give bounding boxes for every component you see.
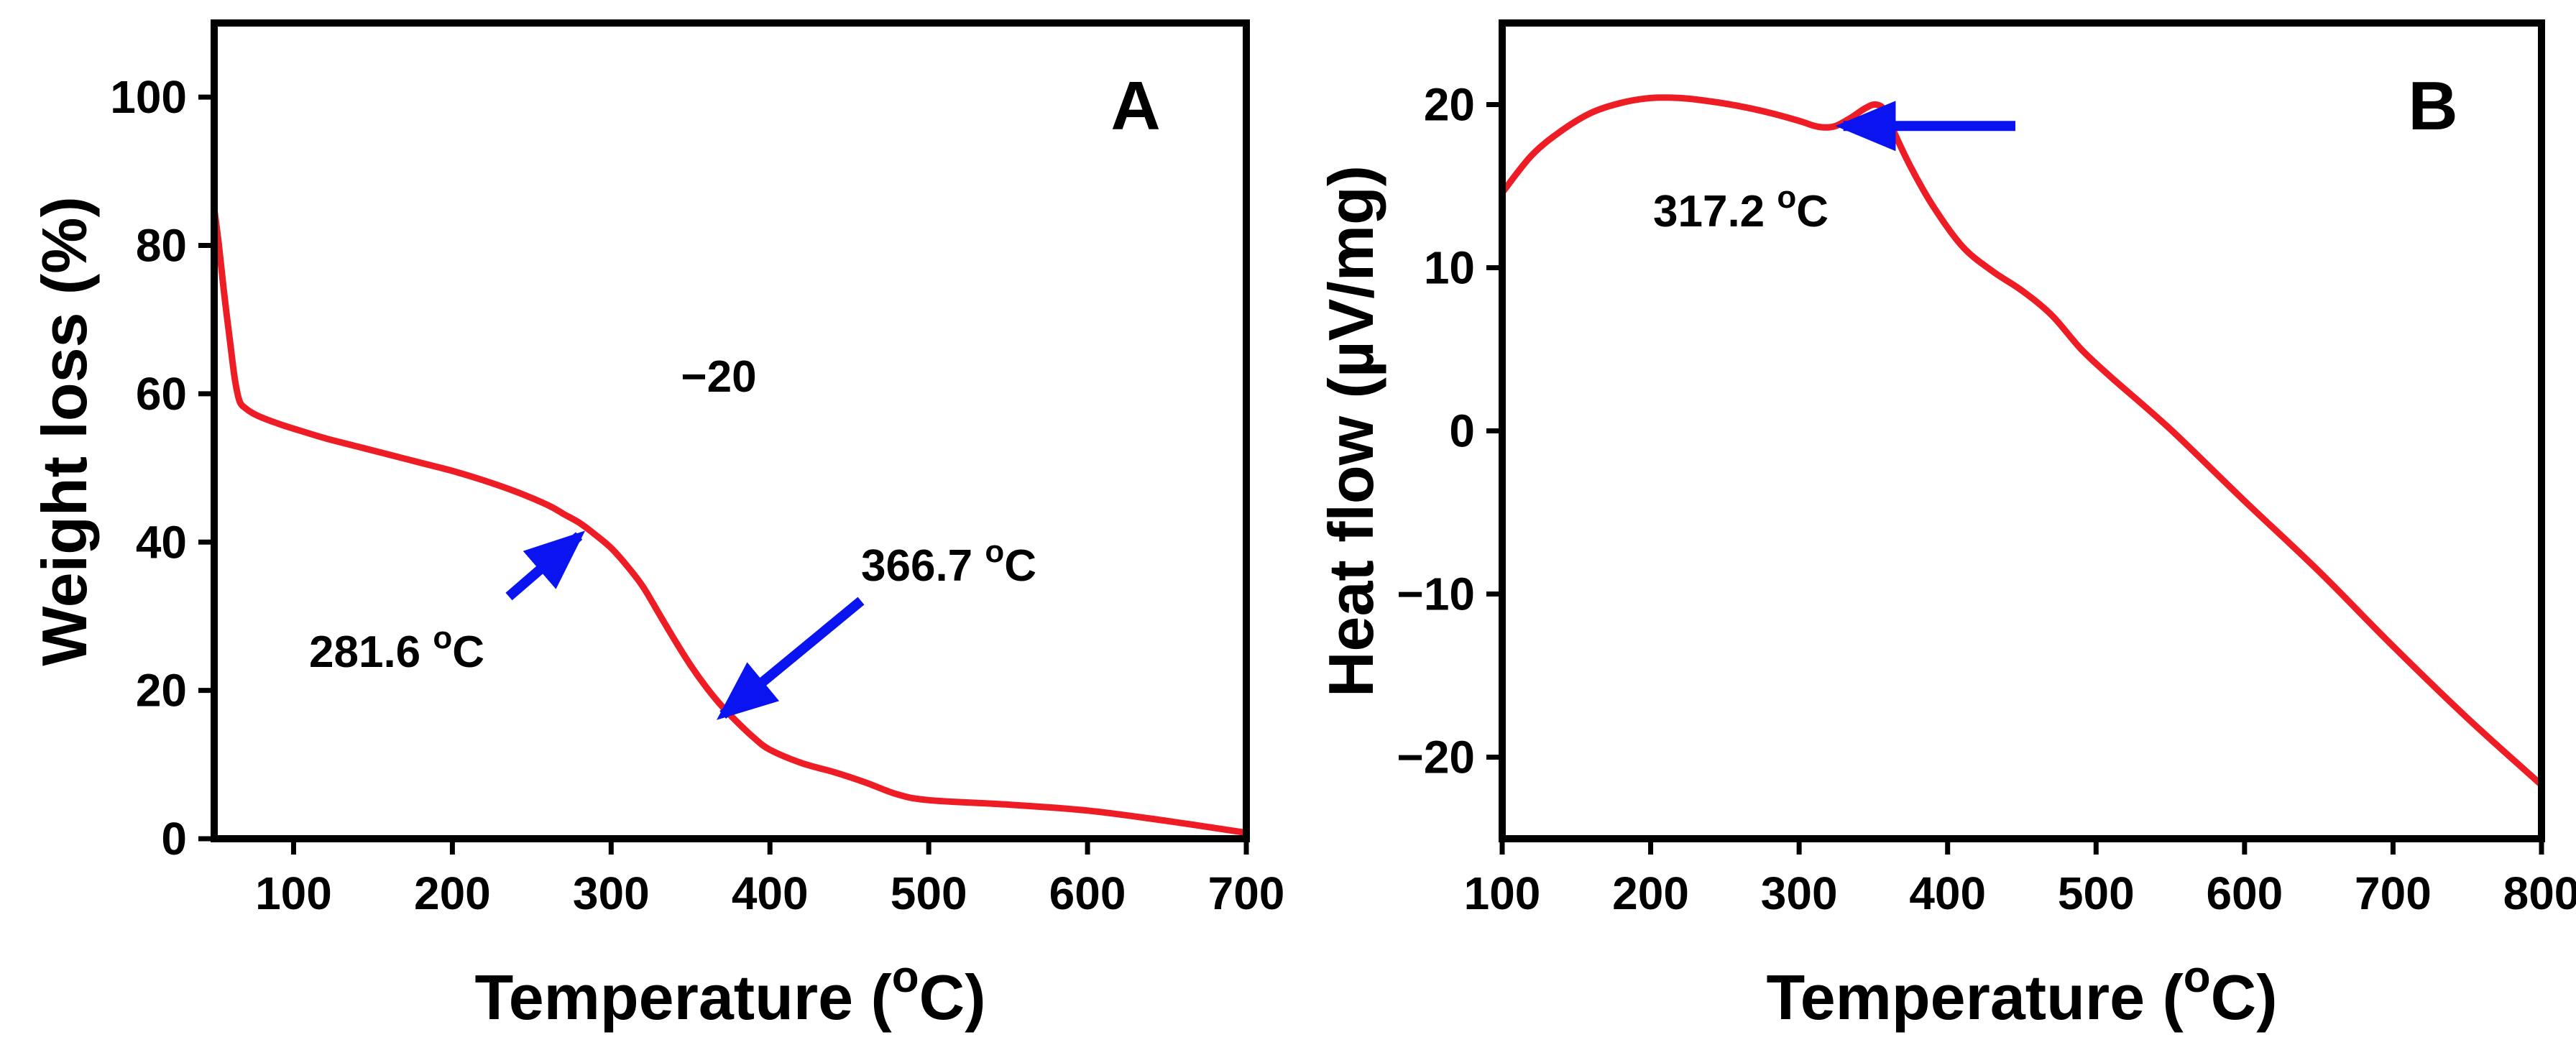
panel-a-y-tick-label: 60 <box>136 368 187 420</box>
panel-b-ticks: 100 200 300 400 500 600 700 800 −20 −10 0 10 20 <box>1397 79 2576 920</box>
panel-b-x-tick-label: 400 <box>1909 867 1986 919</box>
panel-a-letter: A <box>1110 68 1160 144</box>
panel-a-tga-chart: 100 200 300 400 500 600 700 0 20 40 60 80 100 A Weig… <box>29 19 1284 1033</box>
panel-a-y-tick-label: 20 <box>136 665 187 717</box>
panel-b-x-tick-label: 800 <box>2503 867 2576 919</box>
panel-b-x-tick-label: 700 <box>2355 867 2432 919</box>
panel-a-plot-frame <box>211 19 1250 842</box>
panel-b-y-tick-label: 0 <box>1449 405 1475 457</box>
panel-b-x-tick-label: 300 <box>1761 867 1838 919</box>
panel-a-y-axis-title: Weight loss (%) <box>29 196 100 666</box>
panel-a-label-366: 366.7 oC <box>861 534 1036 591</box>
panel-a-x-tick-label: 400 <box>732 867 809 919</box>
panel-a-label-281: 281.6 oC <box>309 620 484 677</box>
panel-a-y-tick-label: 100 <box>110 71 187 123</box>
panel-b-y-axis-title: Heat flow (µV/mg) <box>1315 165 1386 697</box>
panel-b-y-tick-label: −10 <box>1397 568 1475 620</box>
panel-a-y-tick-label: 40 <box>136 516 187 568</box>
panel-b-y-tick-label: 10 <box>1424 242 1475 294</box>
panel-b-plot-frame <box>1499 19 2545 842</box>
panel-b-y-tick-label: 20 <box>1424 79 1475 131</box>
panel-a-tga-curve <box>211 205 1250 837</box>
panel-a-y-tick-label: 0 <box>161 813 187 865</box>
panel-b-dsc-chart: 100 200 300 400 500 600 700 800 −20 −10 0 10 20 B He… <box>1315 19 2576 1033</box>
panel-a-x-tick-label: 200 <box>414 867 491 919</box>
panel-a-arrow-366 <box>717 597 865 720</box>
panel-b-y-tick-label: −20 <box>1397 732 1475 783</box>
panel-a-x-tick-label: 500 <box>891 867 967 919</box>
panel-a-x-tick-label: 700 <box>1208 867 1285 919</box>
panel-a-x-tick-label: 600 <box>1049 867 1126 919</box>
panel-b-x-tick-label: 600 <box>2206 867 2283 919</box>
panel-a-x-tick-label: 300 <box>573 867 650 919</box>
panel-b-letter: B <box>2408 68 2457 144</box>
panel-b-label-317: 317.2 oC <box>1653 180 1828 236</box>
panel-a-ticks: 100 200 300 400 500 600 700 0 20 40 60 80 100 <box>110 71 1284 919</box>
panel-b-x-tick-label: 500 <box>2058 867 2135 919</box>
panel-a-y-tick-label: 80 <box>136 220 187 272</box>
panel-a-x-axis-title: Temperature (oC) <box>474 952 985 1033</box>
panel-a-stray-label: −20 <box>681 352 756 402</box>
panel-a-x-tick-label: 100 <box>255 867 332 919</box>
panel-b-x-axis-title: Temperature (oC) <box>1766 952 2277 1033</box>
panel-b-x-tick-label: 200 <box>1612 867 1689 919</box>
panel-b-x-tick-label: 100 <box>1464 867 1541 919</box>
panel-a-arrow-281 <box>505 530 586 601</box>
